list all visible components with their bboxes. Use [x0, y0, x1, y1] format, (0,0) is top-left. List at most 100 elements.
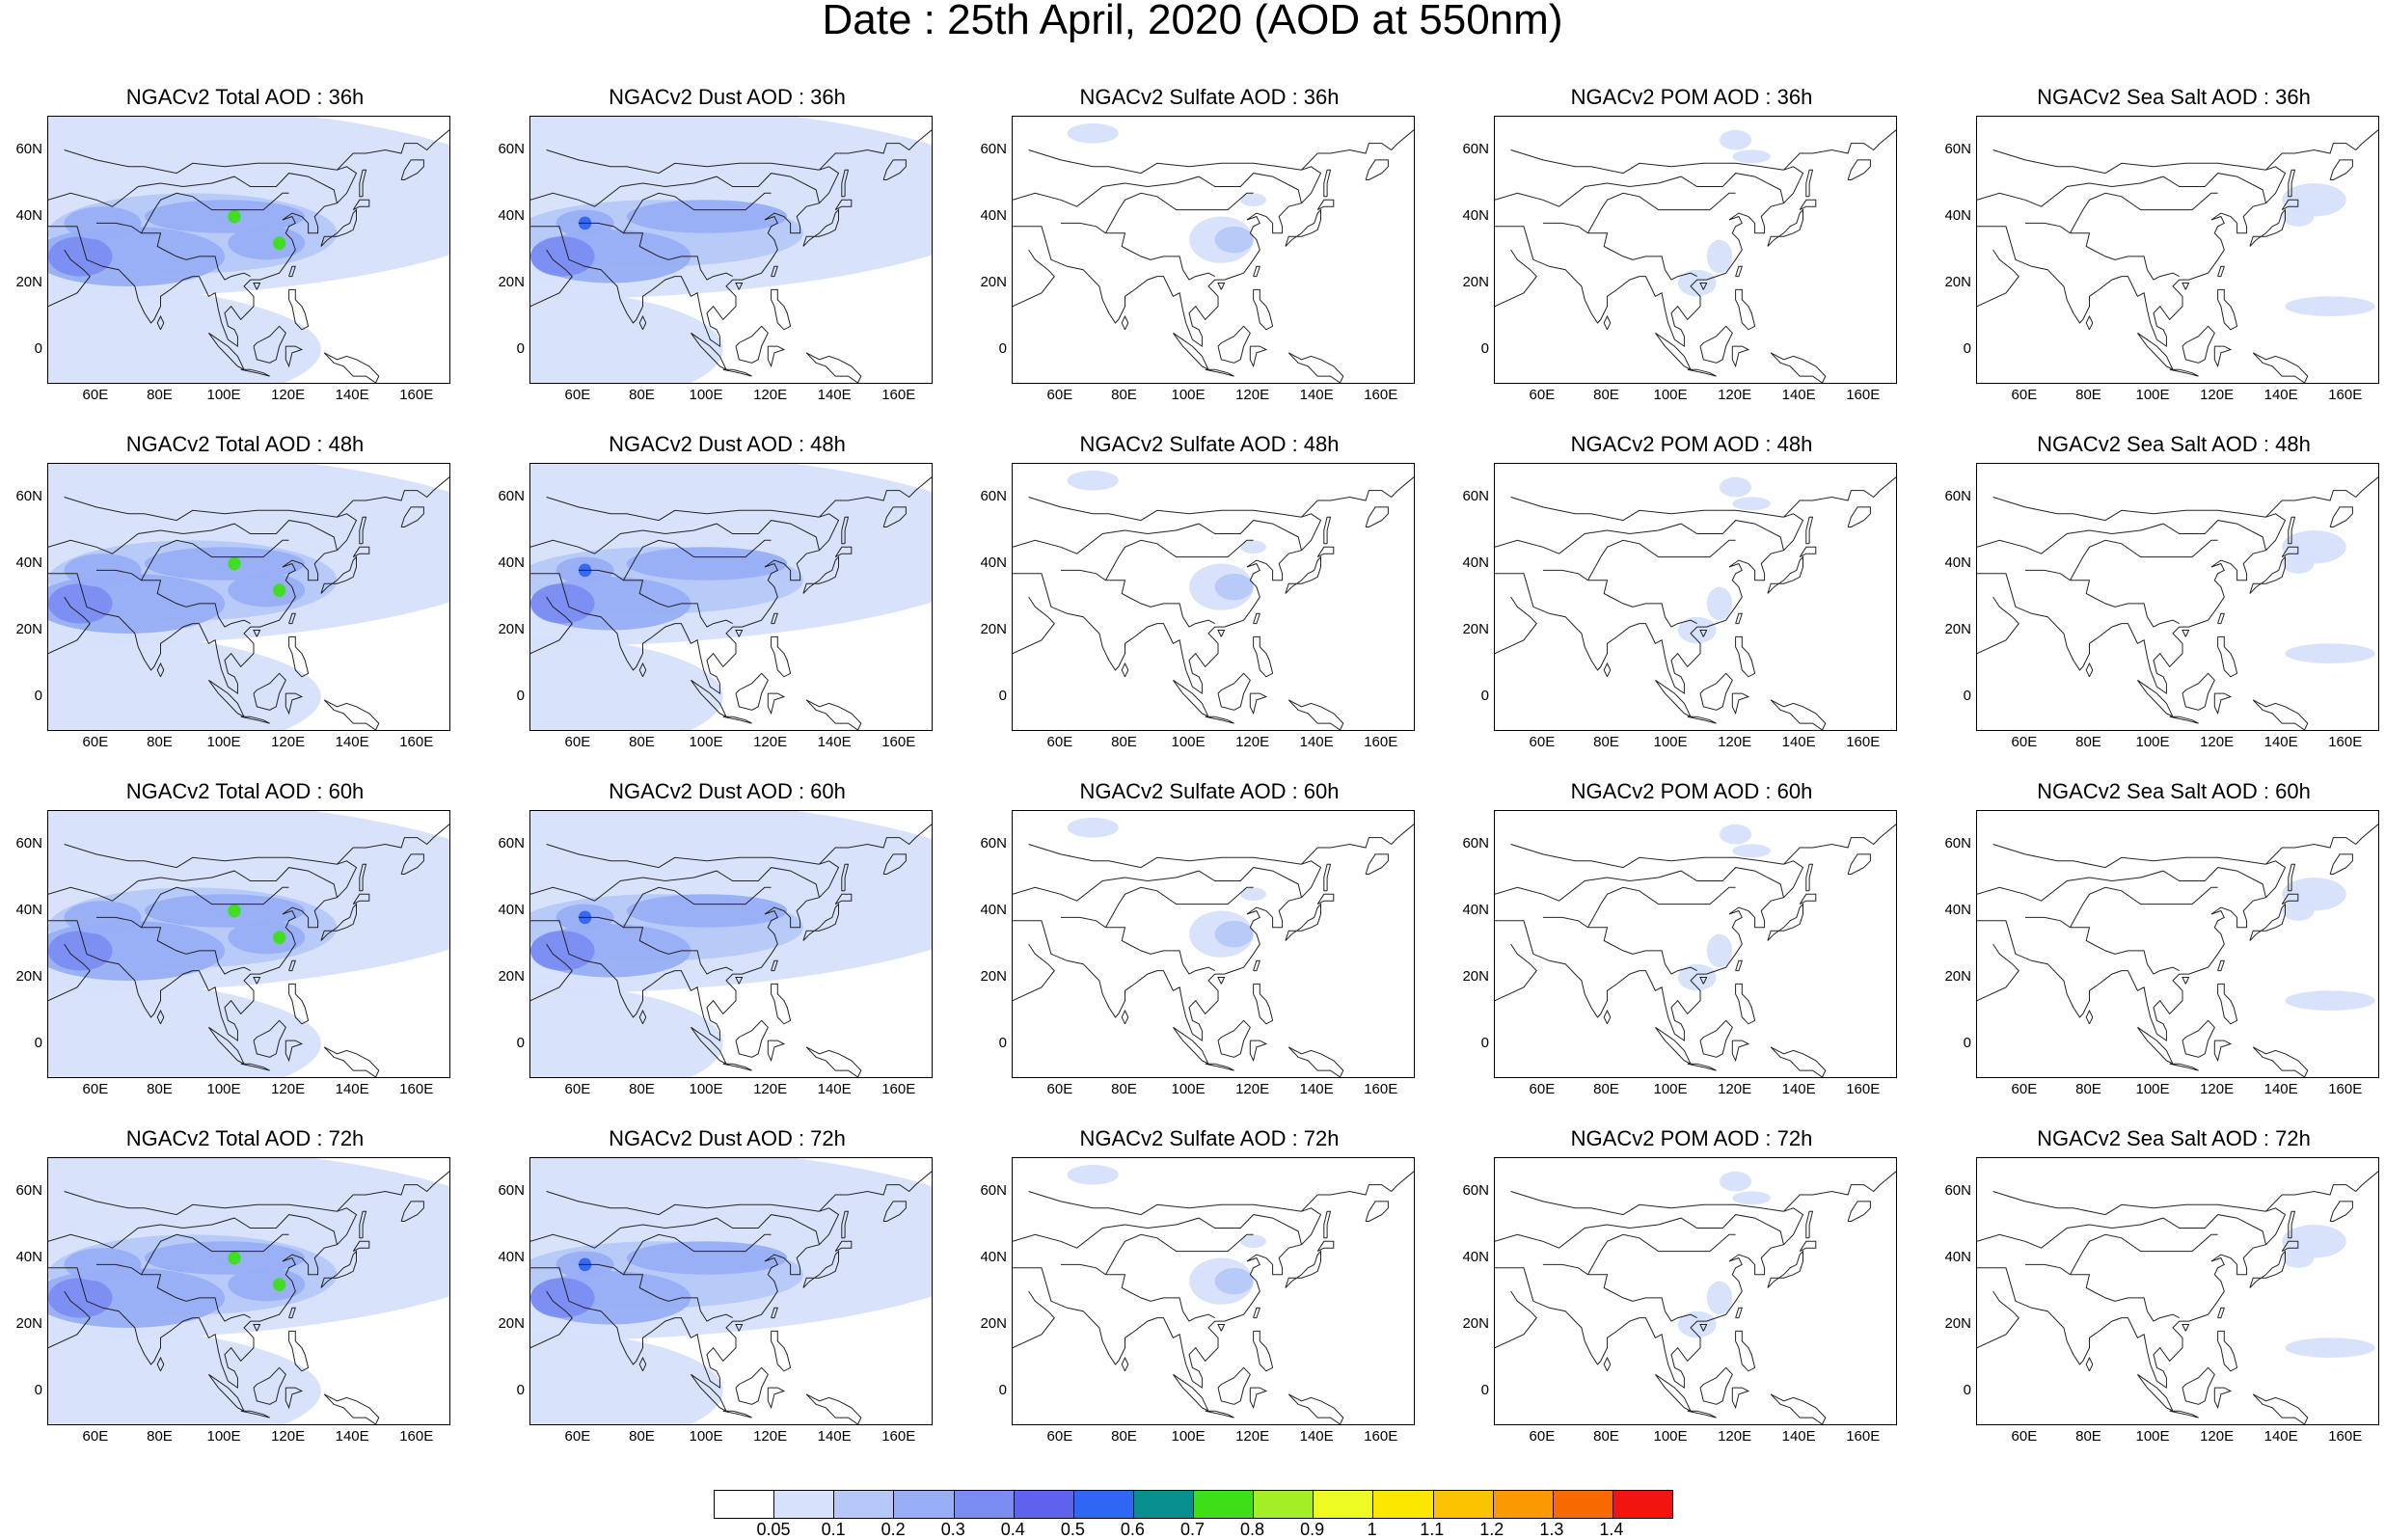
aod-shading: [2285, 990, 2375, 1011]
coastline: [1735, 635, 1756, 678]
lon-tick-label: 60E: [82, 734, 109, 750]
coastline: [1805, 863, 1814, 892]
coastline: [546, 844, 820, 869]
map-frame: [1012, 1157, 1415, 1425]
coastline: [1735, 983, 1756, 1025]
lon-tick-label: 140E: [2263, 1081, 2298, 1097]
coastline: [2252, 352, 2309, 383]
map-plot: [1495, 824, 1896, 1077]
coastline: [1767, 208, 1803, 247]
lat-tick-label: 0: [1480, 1034, 1489, 1051]
panel-title: NGACv2 Sulfate AOD : 60h: [1079, 779, 1340, 803]
lon-tick-label: 60E: [82, 387, 109, 403]
coastline: [2249, 903, 2286, 941]
lon-tick-label: 140E: [1781, 734, 1816, 750]
coastline: [2217, 959, 2225, 972]
lon-tick-label: 140E: [335, 734, 369, 750]
coastline: [323, 699, 380, 730]
map-panel-sulfate: NGACv2 Sulfate AOD : 60h 60N 40N 20N 0 60E 80E…: [964, 779, 1415, 1107]
coastline: [1323, 516, 1332, 545]
coastline: [530, 1171, 932, 1390]
aod-shading: [530, 931, 595, 971]
coastline: [2288, 863, 2296, 892]
lon-tick-label: 160E: [1846, 734, 1881, 750]
lon-tick-label: 100E: [206, 734, 241, 750]
lat-tick-label: 0: [34, 1381, 42, 1398]
coastline: [359, 169, 367, 198]
coastline: [722, 1063, 752, 1071]
coastline: [1285, 903, 1321, 941]
panel-title: NGACv2 POM AOD : 36h: [1570, 85, 1813, 109]
coastline: [1172, 1026, 1210, 1066]
coastline: [359, 1210, 367, 1239]
coastline: [48, 476, 449, 695]
coastline: [1699, 977, 1708, 985]
lon-tick-label: 160E: [399, 734, 434, 750]
lon-tick-label: 80E: [629, 387, 655, 403]
map-frame: [1976, 1157, 2379, 1425]
coastline: [48, 173, 338, 207]
lon-tick-label: 160E: [2328, 387, 2363, 403]
lon-tick-label: 160E: [2328, 734, 2363, 750]
lon-tick-label: 160E: [1364, 1081, 1398, 1097]
lat-tick-label: 60N: [15, 1181, 42, 1199]
map-frame: [529, 810, 933, 1078]
aod-shading: [1732, 497, 1772, 511]
panel-title: NGACv2 Sea Salt AOD : 48h: [2037, 432, 2311, 456]
lat-tick-label: 60N: [498, 834, 525, 851]
colorbar-swatch: [715, 1491, 775, 1518]
lat-tick-label: 20N: [980, 967, 1007, 985]
coastline: [1542, 1263, 1697, 1322]
coastline: [1770, 1393, 1827, 1424]
coastline: [802, 208, 839, 247]
map-panel-pom: NGACv2 POM AOD : 36h 60N 40N 20N 0 60E 80E 100E…: [1447, 85, 1897, 413]
coastline: [1172, 679, 1210, 718]
coastline: [1699, 1324, 1708, 1332]
lon-tick-label: 100E: [206, 387, 241, 403]
coastline: [1992, 149, 2266, 175]
coastline: [48, 867, 338, 902]
aod-shading: [1214, 226, 1254, 254]
coastline: [735, 977, 744, 985]
coastline: [1770, 699, 1827, 730]
aod-shading: [228, 556, 241, 571]
coastline: [1603, 314, 1612, 331]
aod-shading: [1719, 1171, 1752, 1192]
coastline: [2182, 1366, 2215, 1405]
lat-tick-label: 60N: [15, 487, 42, 504]
map-plot: [48, 1158, 449, 1424]
coastline: [141, 886, 289, 929]
coastline: [1542, 222, 1697, 281]
coastline: [767, 1040, 786, 1063]
map-plot: [1495, 476, 1896, 730]
coastline: [722, 716, 752, 724]
coastline: [1731, 1387, 1750, 1410]
lon-tick-label: 60E: [1046, 1428, 1073, 1445]
colorbar-swatch: [954, 1491, 1015, 1518]
aod-shading: [48, 977, 321, 1077]
lon-tick-label: 140E: [817, 734, 852, 750]
aod-shading: [1240, 193, 1266, 207]
coastline: [2024, 1263, 2180, 1322]
coastline: [1253, 1307, 1260, 1319]
coastline: [1253, 1330, 1274, 1372]
lon-tick-label: 140E: [335, 1081, 369, 1097]
lon-tick-label: 160E: [1364, 387, 1398, 403]
lon-tick-label: 160E: [399, 387, 434, 403]
coastline: [735, 325, 769, 364]
colorbar-swatch: [1433, 1491, 1494, 1518]
colorbar-swatch: [1014, 1491, 1074, 1518]
lat-tick-label: 40N: [498, 901, 525, 918]
coastline: [2136, 679, 2175, 718]
coastline: [1249, 345, 1268, 368]
lon-tick-label: 160E: [1364, 1428, 1398, 1445]
coastline: [771, 265, 778, 278]
coastline: [1285, 555, 1321, 594]
coastline: [805, 699, 862, 730]
lon-tick-label: 160E: [881, 1081, 916, 1097]
coastline: [1587, 886, 1736, 929]
coastline: [2169, 1410, 2199, 1418]
coastline: [1060, 1263, 1215, 1322]
coastline: [1699, 325, 1733, 364]
aod-shading: [2282, 901, 2315, 921]
